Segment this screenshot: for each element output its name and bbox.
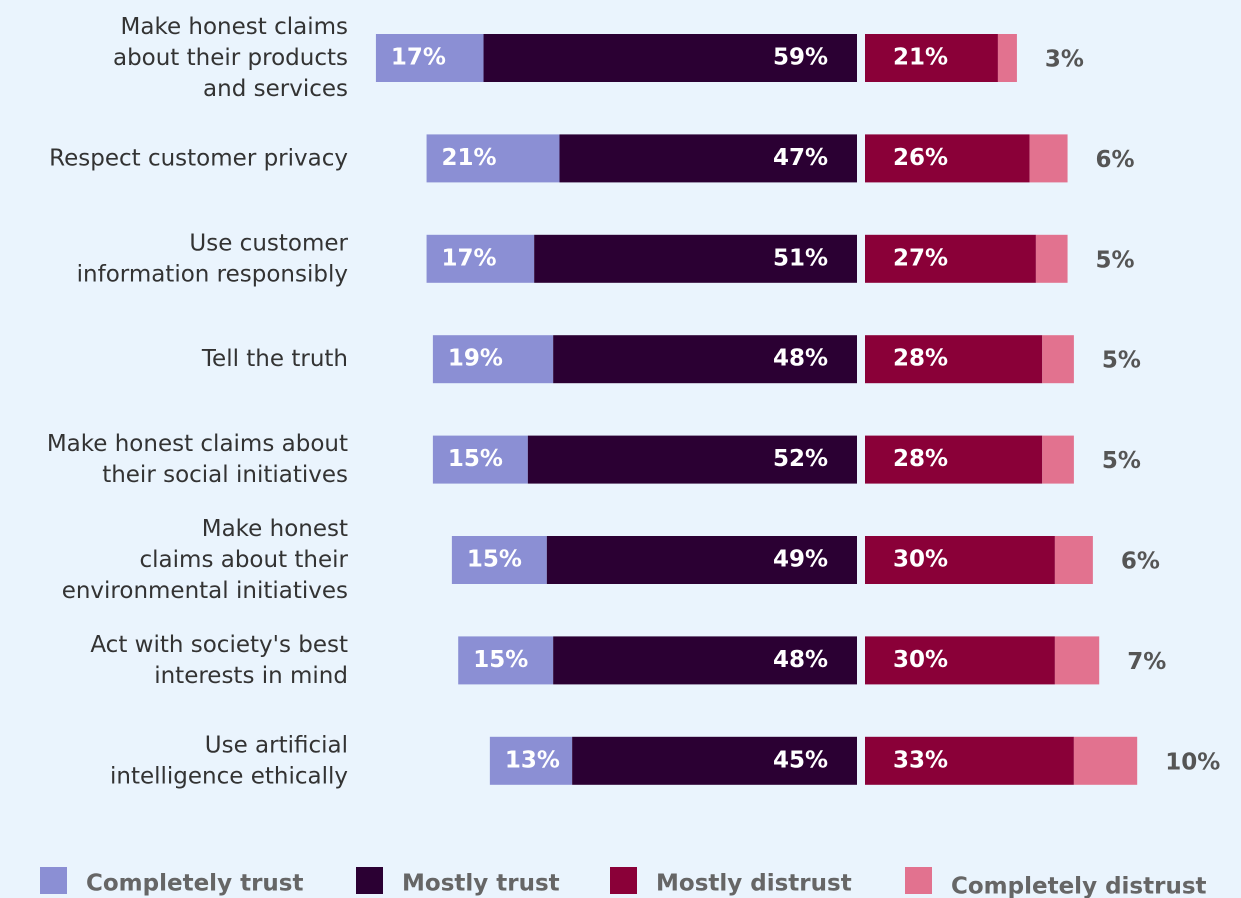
value-label: 21%: [893, 45, 948, 71]
category-label: Use customer information responsibly: [77, 230, 349, 287]
value-label: 26%: [893, 145, 948, 171]
bar-segment: [1029, 134, 1068, 183]
category-label: Tell the truth: [201, 346, 348, 372]
category-label: Make honest claims about their social ini…: [47, 431, 348, 488]
bar-segment: [553, 335, 857, 384]
bar-segment: [546, 536, 857, 584]
category-label: Make honest claims about their environment…: [62, 516, 349, 604]
bar-segment: [865, 736, 1074, 785]
value-label: 7%: [1127, 649, 1166, 675]
legend-swatch: [40, 867, 67, 894]
value-label: 30%: [893, 647, 948, 673]
value-label: 5%: [1102, 348, 1141, 374]
bar-segment: [553, 636, 857, 685]
value-label: 47%: [773, 145, 828, 171]
category-label: Make honest claims about their products an…: [113, 14, 348, 102]
bar-segment: [865, 34, 998, 82]
value-label: 33%: [893, 747, 948, 773]
bar-segment: [534, 234, 857, 283]
value-label: 28%: [893, 446, 948, 472]
bar-segment: [865, 435, 1043, 484]
value-label: 30%: [893, 547, 948, 573]
value-label: 49%: [773, 547, 828, 573]
value-label: 48%: [773, 346, 828, 372]
value-label: 17%: [391, 45, 446, 71]
bar-segment: [483, 34, 857, 82]
value-label: 45%: [773, 747, 828, 773]
bar-segment: [1042, 435, 1074, 484]
value-label: 27%: [893, 245, 948, 271]
legend-swatch: [610, 867, 637, 894]
legend-swatch: [356, 867, 383, 894]
category-label: Act with society's best interests in mind: [90, 631, 348, 688]
bar-segment: [865, 536, 1055, 584]
bar-segment: [572, 736, 857, 785]
bar-segment: [1054, 636, 1100, 685]
bar-segment: [997, 34, 1017, 82]
value-label: 21%: [442, 145, 497, 171]
bar-segment: [1042, 335, 1074, 384]
value-label: 48%: [773, 647, 828, 673]
category-label: Respect customer privacy: [49, 145, 348, 171]
legend-swatch: [905, 867, 932, 894]
bar-segment: [559, 134, 857, 183]
value-label: 6%: [1121, 549, 1160, 575]
bar-segment: [451, 536, 547, 584]
value-label: 3%: [1045, 47, 1084, 73]
bar-segment: [458, 636, 554, 685]
bar-segment: [426, 134, 560, 183]
value-label: 19%: [448, 346, 503, 372]
value-label: 59%: [773, 45, 828, 71]
bar-segment: [432, 435, 528, 484]
value-label: 51%: [773, 245, 828, 271]
bar-segment: [375, 34, 484, 82]
bar-segment: [865, 335, 1043, 384]
legend-label: Mostly trust: [402, 871, 560, 897]
legend-label: Completely distrust: [951, 874, 1207, 898]
bar-segment: [865, 636, 1055, 685]
category-label: Use artificial intelligence ethically: [110, 732, 348, 789]
value-label: 6%: [1096, 147, 1135, 173]
bar-segment: [1073, 736, 1138, 785]
bar-segment: [865, 234, 1036, 283]
value-label: 17%: [442, 245, 497, 271]
value-label: 15%: [448, 446, 503, 472]
legend-label: Completely trust: [86, 871, 303, 897]
bar-segment: [432, 335, 554, 384]
bar-segment: [527, 435, 857, 484]
bar-segment: [489, 736, 573, 785]
bar-segment: [1035, 234, 1068, 283]
value-label: 10%: [1165, 749, 1220, 775]
value-label: 13%: [505, 747, 560, 773]
value-label: 5%: [1102, 448, 1141, 474]
bar-segment: [1054, 536, 1093, 584]
bar-segment: [865, 134, 1030, 183]
value-label: 52%: [773, 446, 828, 472]
value-label: 28%: [893, 346, 948, 372]
legend-label: Mostly distrust: [656, 871, 852, 897]
value-label: 15%: [473, 647, 528, 673]
bar-segment: [426, 234, 535, 283]
value-label: 15%: [467, 547, 522, 573]
value-label: 5%: [1096, 247, 1135, 273]
